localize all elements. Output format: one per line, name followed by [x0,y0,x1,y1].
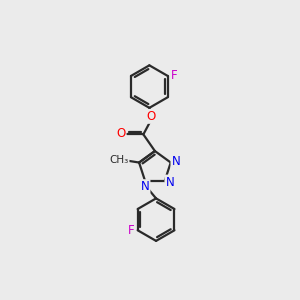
Text: O: O [116,128,126,140]
Text: N: N [171,154,180,168]
Text: O: O [146,110,155,123]
Text: CH₃: CH₃ [110,155,129,165]
Text: F: F [128,224,134,237]
Text: N: N [165,176,174,188]
Text: N: N [141,180,149,193]
Text: F: F [171,68,178,82]
